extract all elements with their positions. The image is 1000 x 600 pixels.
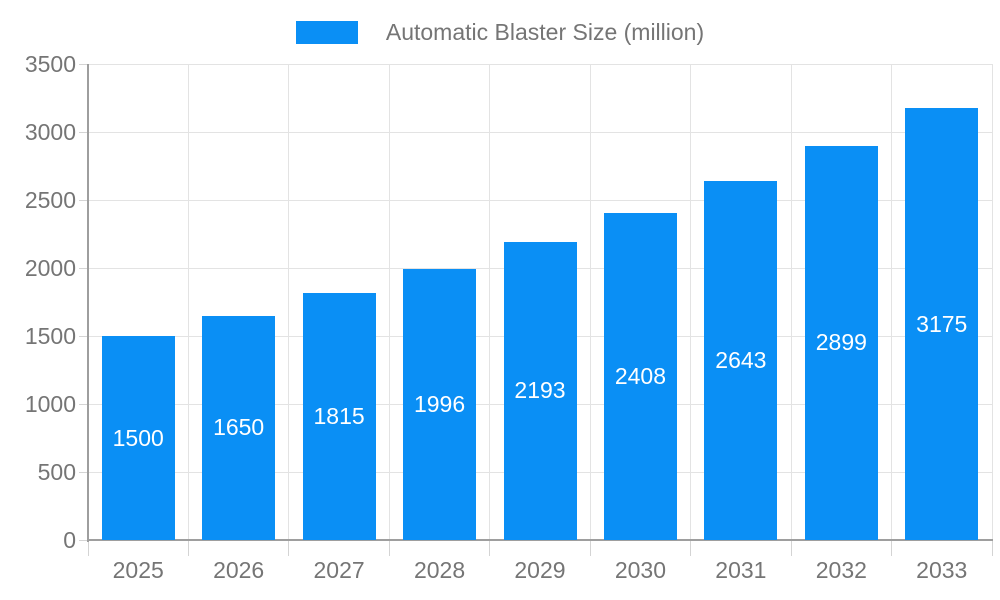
bar-value-label: 1815 <box>313 403 365 430</box>
gridline-v <box>288 64 290 540</box>
x-tick-label: 2027 <box>313 557 365 583</box>
y-tick-label: 3500 <box>24 51 76 77</box>
gridline-v <box>589 64 591 540</box>
legend-swatch <box>295 21 358 44</box>
y-axis-line <box>87 64 89 542</box>
plot-area: 0 500 1000 1500 2000 2500 3000 3500 1500 2025 1650… <box>25 51 993 583</box>
bar-value-label: 2193 <box>514 377 566 404</box>
y-tick-label: 2000 <box>24 255 76 281</box>
gridline-h <box>88 131 992 133</box>
bar-value-label: 1500 <box>112 424 164 451</box>
x-tick-mark <box>388 540 390 556</box>
bar: 2408 <box>603 212 677 540</box>
y-tick-label: 500 <box>37 459 76 485</box>
y-tick-mark <box>79 335 88 337</box>
x-tick-label: 2026 <box>213 557 265 583</box>
legend-label: Automatic Blaster Size (million) <box>385 19 705 45</box>
gridline-v <box>187 64 189 540</box>
y-tick-mark <box>79 539 88 541</box>
x-tick-mark <box>489 540 491 556</box>
bar-value-label: 2408 <box>614 362 667 389</box>
x-axis-line <box>87 539 993 541</box>
x-tick-mark <box>288 540 290 556</box>
bar-value-label: 2643 <box>715 346 767 373</box>
gridline-v <box>790 64 792 540</box>
bar: 1650 <box>202 315 276 540</box>
gridline-h <box>88 63 992 65</box>
bar: 1500 <box>101 336 175 540</box>
y-tick-mark <box>79 267 88 269</box>
x-tick-mark <box>589 540 591 556</box>
gridline-v <box>489 64 491 540</box>
y-tick-label: 1000 <box>24 391 76 417</box>
gridline-v <box>690 64 692 540</box>
bar-value-label: 1996 <box>413 390 466 417</box>
x-tick-label: 2030 <box>614 557 667 583</box>
y-tick-mark <box>79 63 88 65</box>
y-tick-label: 0 <box>63 527 76 553</box>
bar: 3175 <box>905 108 979 540</box>
x-tick-mark <box>790 540 792 556</box>
bar-value-label: 2899 <box>815 329 867 356</box>
y-tick-mark <box>79 199 88 201</box>
x-tick-label: 2025 <box>112 557 164 583</box>
y-tick-mark <box>79 403 88 405</box>
gridline-v <box>388 64 390 540</box>
x-tick-label: 2032 <box>815 557 867 583</box>
x-tick-label: 2029 <box>514 557 566 583</box>
x-tick-mark <box>991 540 993 556</box>
y-tick-label: 3000 <box>24 119 76 145</box>
x-tick-mark <box>891 540 893 556</box>
x-tick-label: 2028 <box>413 557 466 583</box>
bar: 1996 <box>403 268 477 540</box>
x-tick-mark <box>690 540 692 556</box>
gridline-h <box>88 199 992 201</box>
x-tick-label: 2033 <box>916 557 968 583</box>
bar: 2899 <box>804 145 878 540</box>
bar: 2193 <box>503 241 577 540</box>
bar: 2643 <box>704 180 778 540</box>
gridline-v <box>991 64 993 540</box>
x-tick-mark <box>87 540 89 556</box>
bar-value-label: 3175 <box>916 310 968 337</box>
y-tick-label: 1500 <box>24 323 76 349</box>
gridline-v <box>891 64 893 540</box>
x-tick-label: 2031 <box>715 557 767 583</box>
bar-value-label: 1650 <box>213 414 265 441</box>
x-tick-mark <box>187 540 189 556</box>
bar: 1815 <box>302 293 376 540</box>
y-tick-mark <box>79 471 88 473</box>
legend: Automatic Blaster Size (million) <box>0 19 1000 46</box>
y-tick-mark <box>79 131 88 133</box>
y-tick-label: 2500 <box>24 187 76 213</box>
